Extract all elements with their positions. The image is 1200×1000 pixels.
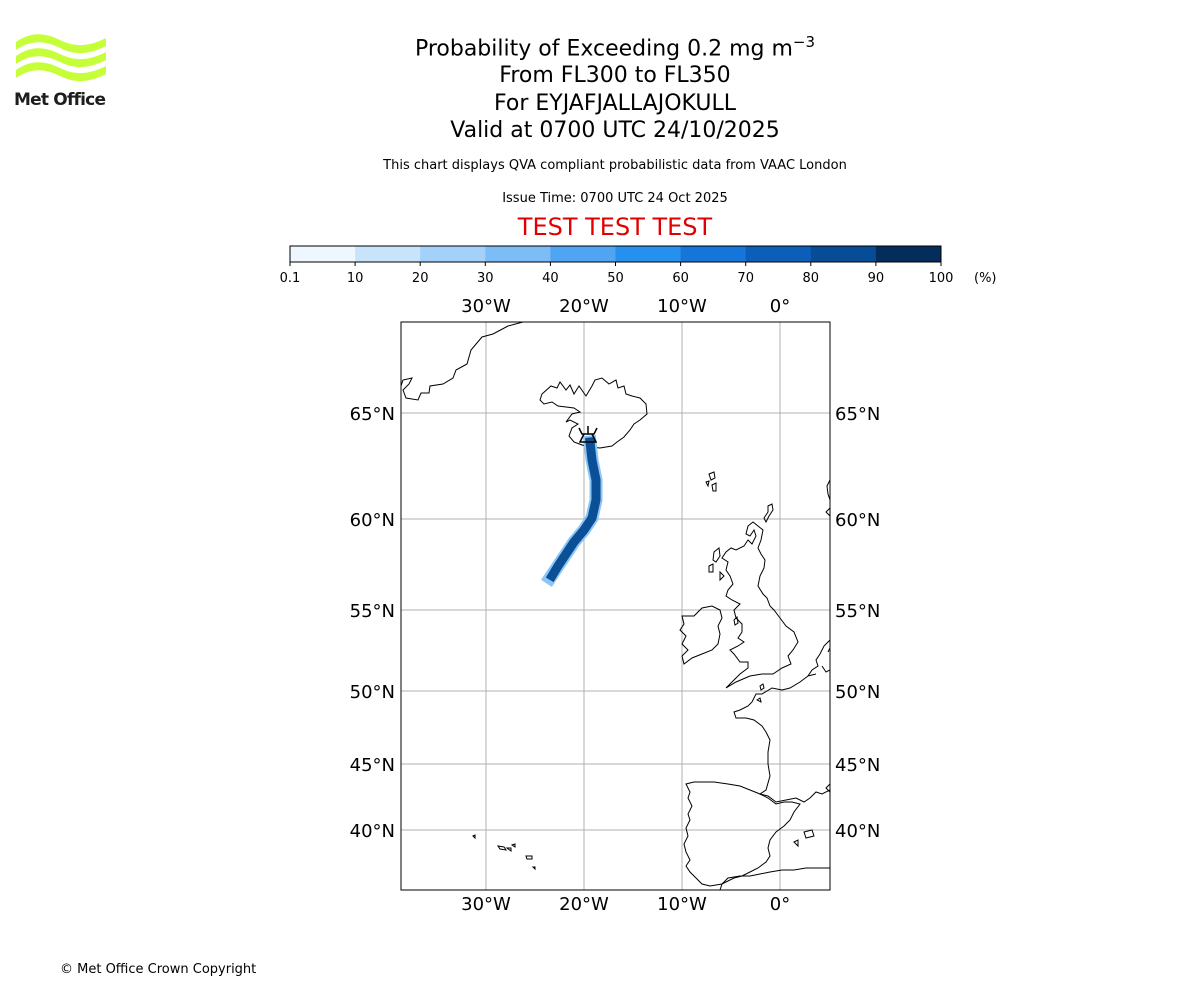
lat-label-right: 40°N: [835, 821, 880, 842]
title-superscript: −3: [792, 33, 816, 51]
valid-time: Valid at 0700 UTC 24/10/2025: [450, 118, 780, 143]
probability-colorbar: 0.1 10 20 30 40 50 60 70 80 90 100 (%): [280, 245, 997, 286]
colorbar-tick-label: 100: [929, 271, 954, 286]
flight-level-range: From FL300 to FL350: [499, 63, 731, 88]
lat-label-left: 60°N: [350, 510, 395, 531]
lat-label-left: 55°N: [350, 601, 395, 622]
colorbar-segment: [875, 246, 942, 262]
colorbar-segment: [550, 246, 616, 262]
lat-label-left: 40°N: [350, 821, 395, 842]
lat-label-left: 50°N: [350, 682, 395, 703]
coastline-azores: [472, 834, 536, 871]
ash-plume: [540, 434, 603, 588]
coastline-iberia: [683, 781, 801, 887]
coastline-italy-edge: [825, 783, 830, 793]
colorbar-segment: [290, 246, 356, 262]
lon-label-top: 10°W: [657, 296, 707, 317]
colorbar-tick-label: 10: [347, 271, 364, 286]
logo-text: Met Office: [14, 90, 106, 110]
met-office-waves-icon: [16, 34, 106, 82]
lat-label-right: 50°N: [835, 682, 880, 703]
coastline-france: [733, 675, 830, 803]
colorbar-tick-label: 70: [737, 271, 754, 286]
coastline-balearic: [793, 829, 815, 848]
lon-label-top: 30°W: [461, 296, 511, 317]
colorbar-segment: [615, 246, 682, 262]
volcano-icon: [578, 426, 598, 443]
lon-label-bottom: 20°W: [559, 894, 609, 915]
plume-core: [545, 437, 601, 583]
lat-label-right: 60°N: [835, 510, 880, 531]
colorbar-segment: [745, 246, 812, 262]
colorbar-tick-label: 20: [412, 271, 429, 286]
copyright: © Met Office Crown Copyright: [60, 962, 257, 977]
title-line1: Probability of Exceeding 0.2 mg m: [414, 36, 793, 62]
colorbar-segment: [810, 246, 877, 262]
graticule: [401, 322, 830, 890]
lon-label-top: 0°: [770, 296, 790, 317]
lat-label-left: 65°N: [350, 404, 395, 425]
chart-description: This chart displays QVA compliant probab…: [383, 158, 847, 173]
coastline-low-countries: [806, 639, 830, 677]
chart-title: Probability of Exceeding 0.2 mg m−3: [300, 26, 930, 65]
test-banner: TEST TEST TEST: [517, 213, 713, 241]
coastline-isle-of-man: [733, 615, 739, 626]
lon-label-bottom: 10°W: [657, 894, 707, 915]
met-office-logo: Met Office: [14, 30, 108, 114]
colorbar-tick-label: 90: [868, 271, 885, 286]
lon-label-bottom: 30°W: [461, 894, 511, 915]
lon-label-top: 20°W: [559, 296, 609, 317]
colorbar-tick-label: 30: [477, 271, 494, 286]
lon-label-bottom: 0°: [770, 894, 790, 915]
lat-label-right: 65°N: [835, 404, 880, 425]
coastline-norway: [825, 479, 830, 517]
coastline-greenland: [401, 322, 524, 401]
coastline-hebrides: [708, 547, 725, 582]
map-frame: [400, 321, 831, 891]
lat-label-right: 55°N: [835, 601, 880, 622]
colorbar-segment: [485, 246, 551, 262]
volcano-title: For EYJAFJALLAJOKULL: [494, 91, 736, 116]
colorbar-tick-label: 40: [542, 271, 559, 286]
axis-labels: 30°W 30°W 20°W 20°W 10°W 10°W 0° 0° 65°N 65°N 60°N…: [350, 296, 881, 915]
coastlines: [401, 322, 830, 890]
colorbar-tick-label: 80: [803, 271, 820, 286]
lat-label-left: 45°N: [350, 755, 395, 776]
colorbar-segment: [680, 246, 747, 262]
coastline-shetland: [763, 503, 774, 524]
colorbar-unit: (%): [974, 271, 997, 286]
coastline-iceland: [539, 377, 648, 449]
lat-label-right: 45°N: [835, 755, 880, 776]
colorbar-tick-label: 60: [672, 271, 689, 286]
issue-time: Issue Time: 0700 UTC 24 Oct 2025: [502, 191, 728, 206]
coastline-channel-islands: [756, 683, 765, 703]
colorbar-tick-label: 0.1: [280, 271, 301, 286]
coastline-great-britain: [721, 521, 799, 689]
colorbar-segment: [420, 246, 486, 262]
coastline-ireland: [679, 605, 723, 665]
colorbar-segment: [355, 246, 421, 262]
colorbar-tick-label: 50: [607, 271, 624, 286]
coastline-north-africa: [719, 867, 830, 890]
plume-map: 30°W 30°W 20°W 20°W 10°W 10°W 0° 0° 65°N 65°N 60°N…: [350, 296, 881, 915]
coastline-faroes: [705, 471, 717, 492]
